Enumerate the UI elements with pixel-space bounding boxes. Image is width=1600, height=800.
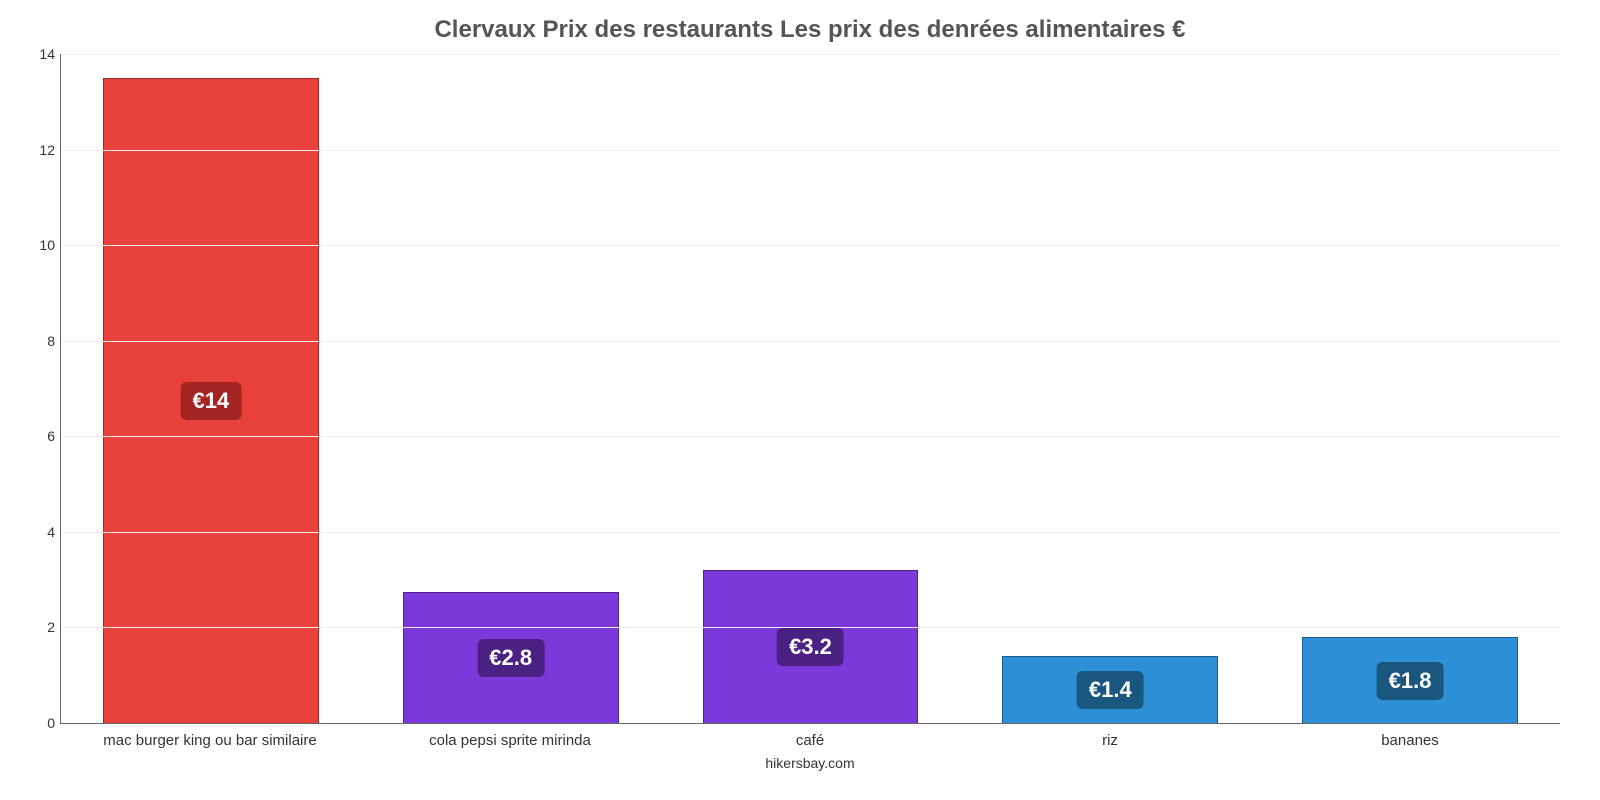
y-tick-label: 14 [25,46,55,62]
y-tick-label: 2 [25,619,55,635]
bar: €1.8 [1302,637,1518,723]
bar-slot: €2.8 [361,54,661,723]
y-tick-label: 8 [25,333,55,349]
plot-area: €14€2.8€3.2€1.4€1.8 02468101214 [60,54,1560,724]
x-label: mac burger king ou bar similaire [60,732,360,749]
bar: €14 [103,78,319,723]
bar: €3.2 [703,570,919,723]
y-tick-label: 4 [25,524,55,540]
x-label: cola pepsi sprite mirinda [360,732,660,749]
y-tick-label: 12 [25,142,55,158]
bars-group: €14 €2.8 €3.2 €1.4 €1.8 [61,54,1560,723]
bar-slot: €3.2 [661,54,961,723]
value-badge: €3.2 [777,628,844,666]
value-badge: €2.8 [477,639,544,677]
x-label: bananes [1260,732,1560,749]
x-label: riz [960,732,1260,749]
bar: €1.4 [1002,656,1218,723]
value-badge: €1.8 [1377,662,1444,700]
y-tick-label: 0 [25,715,55,731]
bar-slot: €1.8 [1260,54,1560,723]
value-badge: €14 [181,382,242,420]
x-label: café [660,732,960,749]
bar-slot: €1.4 [960,54,1260,723]
bar-slot: €14 [61,54,361,723]
credit-label: hikersbay.com [60,755,1560,771]
x-axis: mac burger king ou bar similairecola pep… [60,732,1560,749]
chart-title: Clervaux Prix des restaurants Les prix d… [60,16,1560,44]
y-tick-label: 6 [25,428,55,444]
chart-container: Clervaux Prix des restaurants Les prix d… [0,0,1600,800]
bar: €2.8 [403,592,619,723]
y-tick-label: 10 [25,237,55,253]
value-badge: €1.4 [1077,671,1144,709]
